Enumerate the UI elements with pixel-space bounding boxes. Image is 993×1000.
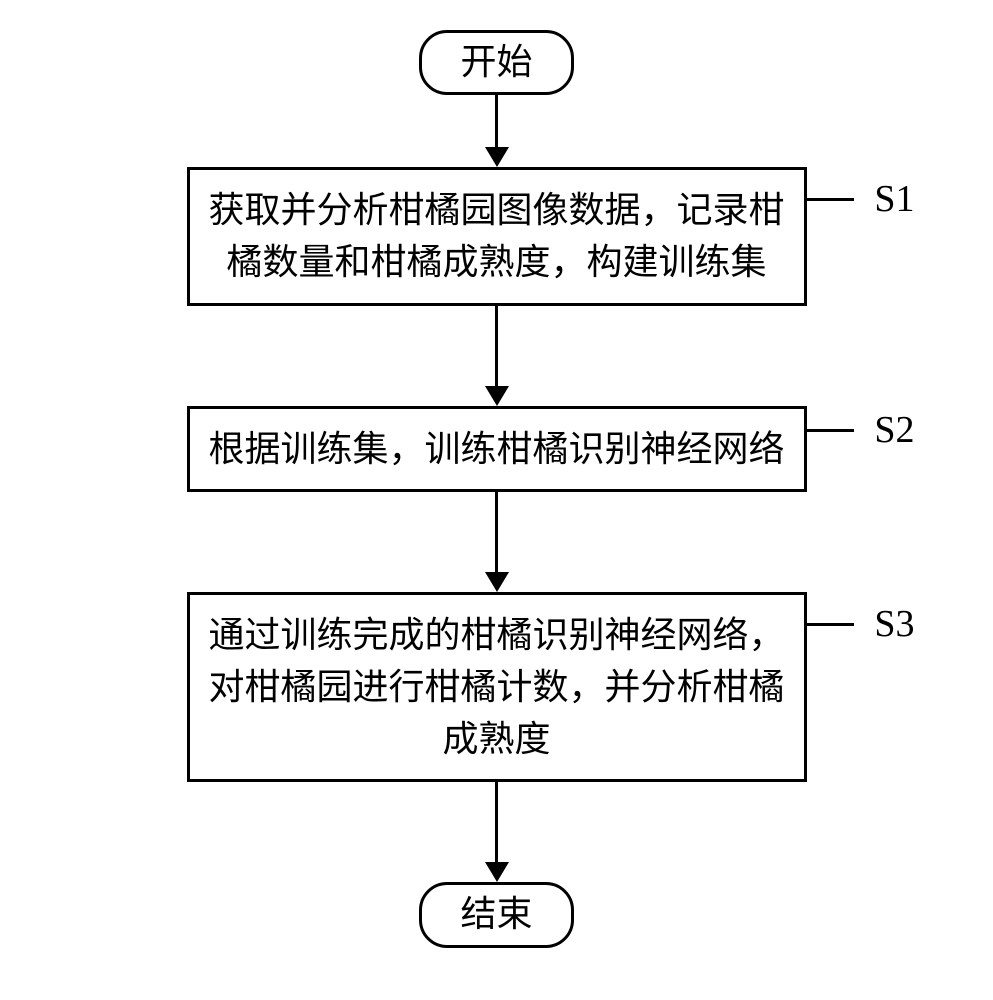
step-3-label: S3 bbox=[874, 602, 914, 646]
step-1-label: S1 bbox=[874, 177, 914, 221]
end-terminal: 结束 bbox=[419, 882, 573, 947]
step-1-box: 获取并分析柑橘园图像数据，记录柑橘数量和柑橘成熟度，构建训练集 bbox=[187, 167, 807, 305]
step-3-wrapper: 通过训练完成的柑橘识别神经网络，对柑橘园进行柑橘计数，并分析柑橘成熟度 S3 bbox=[187, 592, 807, 783]
arrow-3 bbox=[485, 492, 509, 592]
start-text: 开始 bbox=[460, 42, 532, 82]
arrow-4 bbox=[485, 782, 509, 882]
arrow-1 bbox=[485, 95, 509, 167]
end-text: 结束 bbox=[460, 894, 532, 934]
step-2-wrapper: 根据训练集，训练柑橘识别神经网络 S2 bbox=[187, 406, 807, 492]
step-2-connector bbox=[804, 429, 854, 432]
step-3-box: 通过训练完成的柑橘识别神经网络，对柑橘园进行柑橘计数，并分析柑橘成熟度 bbox=[187, 592, 807, 783]
start-terminal: 开始 bbox=[419, 30, 573, 95]
step-2-text: 根据训练集，训练柑橘识别神经网络 bbox=[208, 429, 784, 469]
step-1-text: 获取并分析柑橘园图像数据，记录柑橘数量和柑橘成熟度，构建训练集 bbox=[208, 190, 784, 282]
step-3-text: 通过训练完成的柑橘识别神经网络，对柑橘园进行柑橘计数，并分析柑橘成熟度 bbox=[208, 615, 784, 759]
step-1-wrapper: 获取并分析柑橘园图像数据，记录柑橘数量和柑橘成熟度，构建训练集 S1 bbox=[187, 167, 807, 305]
arrow-2 bbox=[485, 306, 509, 406]
step-2-label: S2 bbox=[874, 408, 914, 452]
flowchart-container: 开始 获取并分析柑橘园图像数据，记录柑橘数量和柑橘成熟度，构建训练集 S1 根据… bbox=[187, 30, 807, 948]
step-3-connector bbox=[804, 623, 854, 626]
step-2-box: 根据训练集，训练柑橘识别神经网络 bbox=[187, 406, 807, 492]
step-1-connector bbox=[804, 198, 854, 201]
